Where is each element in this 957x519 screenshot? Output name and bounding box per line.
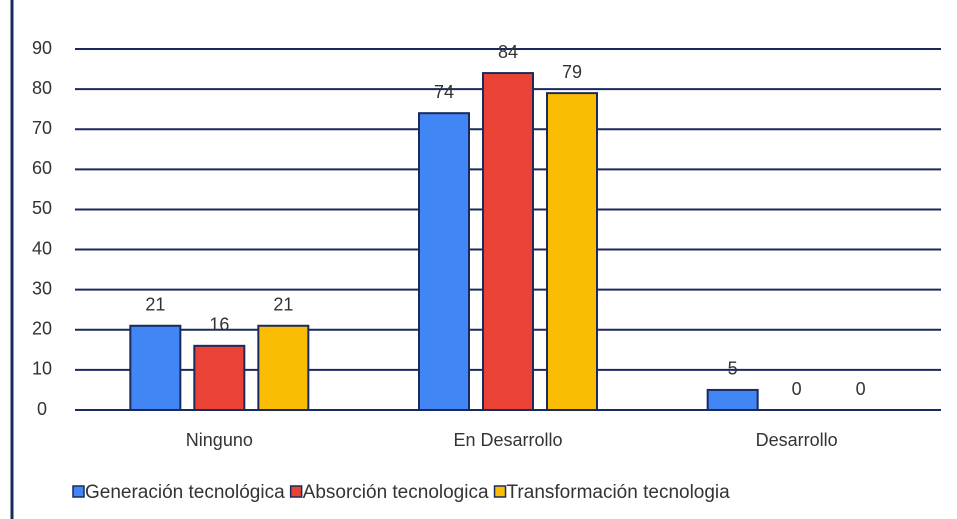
- y-tick-label: 10: [32, 359, 52, 379]
- y-tick-label: 30: [32, 278, 52, 298]
- bar: [546, 92, 598, 411]
- y-tick-label: 0: [37, 399, 47, 419]
- x-tick-label: Desarrollo: [756, 430, 838, 450]
- legend-label: Absorción tecnologica: [303, 482, 489, 503]
- bar: [706, 388, 759, 412]
- data-label: 21: [273, 295, 293, 315]
- y-tick-label: 60: [32, 158, 52, 178]
- bar: [193, 344, 246, 412]
- data-label: 0: [856, 379, 866, 399]
- bar: [257, 324, 310, 411]
- legend-label: Transformación tecnologia: [507, 482, 731, 503]
- y-tick-label: 20: [32, 319, 52, 339]
- data-label: 5: [728, 359, 738, 379]
- legend-swatch: [289, 485, 303, 498]
- y-tick-label: 90: [32, 38, 52, 58]
- y-tick-label: 80: [32, 78, 52, 98]
- legend-swatch: [493, 485, 507, 498]
- y-tick-label: 70: [32, 118, 52, 138]
- y-tick-label: 40: [32, 238, 52, 258]
- x-tick-label: Ninguno: [186, 430, 253, 450]
- legend-swatch: [72, 485, 85, 498]
- data-label: 84: [498, 42, 518, 62]
- bar: [129, 324, 182, 411]
- data-label: 74: [434, 82, 454, 102]
- data-label: 0: [792, 379, 802, 399]
- data-label: 79: [562, 62, 582, 82]
- legend-label: Generación tecnológica: [85, 482, 285, 503]
- bar: [482, 72, 534, 411]
- x-tick-label: En Desarrollo: [453, 430, 562, 450]
- data-label: 16: [209, 315, 229, 335]
- bar: [418, 112, 470, 412]
- data-label: 21: [145, 295, 165, 315]
- y-tick-label: 50: [32, 198, 52, 218]
